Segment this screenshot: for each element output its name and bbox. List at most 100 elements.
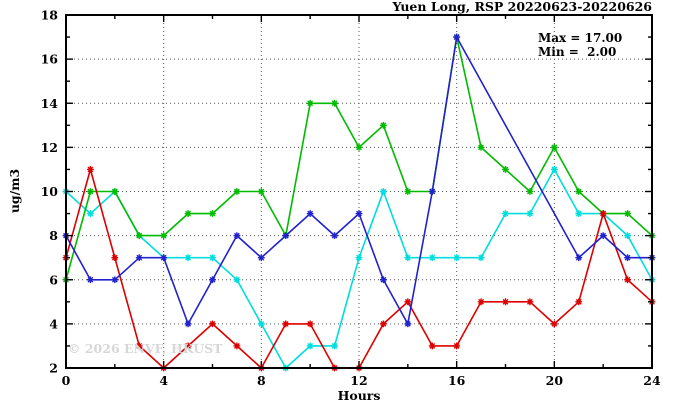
data-point-marker [624,232,631,240]
data-point-marker [575,254,583,262]
data-point-marker [135,232,143,240]
data-point-marker [306,99,314,107]
data-point-marker [550,320,558,328]
data-point-marker [380,320,387,328]
x-tick-label: 16 [448,373,466,388]
data-point-marker [306,342,314,350]
data-point-marker [184,210,192,217]
x-tick-label: 4 [159,373,168,388]
data-point-marker [209,320,216,328]
data-point-marker [233,342,241,350]
data-point-marker [575,210,583,217]
y-tick-label: 14 [41,96,59,111]
data-point-marker [404,188,412,195]
data-point-marker [380,276,387,284]
data-point-marker [87,276,94,284]
series-line [65,36,652,325]
data-point-marker [111,188,119,195]
data-point-marker [233,188,241,195]
data-point-marker [184,342,192,350]
data-point-marker [282,320,290,328]
data-point-marker [135,342,143,350]
data-point-marker [502,298,509,306]
data-point-marker [257,254,265,262]
data-point-marker [380,121,387,129]
data-point-marker [599,210,607,217]
data-point-marker [306,210,314,217]
y-tick-label: 6 [49,272,58,287]
data-point-marker [428,342,436,350]
data-point-marker [233,232,241,240]
data-point-marker [160,254,168,262]
data-point-marker [453,33,461,41]
data-point-marker [404,254,412,262]
x-tick-label: 8 [257,373,266,388]
chart-title: Yuen Long, RSP 20220623-20220626 [392,0,653,14]
data-point-marker [624,210,631,217]
data-point-marker [502,166,509,173]
y-tick-label: 12 [41,140,58,155]
data-point-marker [184,254,192,262]
data-point-marker [233,276,241,284]
data-point-marker [502,210,509,217]
data-point-marker [575,188,583,195]
y-tick-label: 4 [49,316,58,331]
data-point-marker [526,188,534,195]
data-point-marker [550,166,558,173]
data-point-marker [111,254,119,262]
y-axis-label: ug/m3 [7,169,22,213]
x-tick-label: 12 [350,373,367,388]
data-point-marker [453,342,461,350]
data-point-marker [404,298,412,306]
x-tick-label: 24 [643,373,661,388]
data-point-marker [87,210,94,217]
data-point-marker [404,320,412,328]
data-point-marker [209,254,216,262]
data-point-marker [599,232,607,240]
axes [65,14,653,369]
data-point-marker [209,276,216,284]
data-point-marker [477,143,485,151]
data-point-marker [160,232,168,240]
x-axis-label: Hours [338,388,381,403]
data-point-marker [550,143,558,151]
min-annotation: Min = 2.00 [538,45,616,59]
series-blue [62,33,656,328]
data-point-marker [624,276,631,284]
data-point-marker [331,342,338,350]
data-point-marker [282,232,290,240]
data-point-marker [355,210,363,217]
data-point-marker [87,188,94,195]
y-tick-label: 8 [49,228,58,243]
data-point-marker [87,166,94,173]
data-point-marker [111,276,119,284]
data-point-marker [477,254,485,262]
y-tick-label: 2 [49,361,58,376]
data-point-marker [453,254,461,262]
data-point-marker [209,210,216,217]
data-point-marker [355,254,363,262]
data-point-marker [184,320,192,328]
data-point-marker [526,210,534,217]
max-annotation: Max = 17.00 [538,31,622,45]
data-point-marker [306,320,314,328]
data-point-marker [135,254,143,262]
x-tick-label: 20 [546,373,564,388]
data-point-marker [331,99,338,107]
y-tick-label: 10 [41,184,59,199]
y-tick-label: 18 [41,8,59,23]
data-point-marker [477,298,485,306]
x-tick-label: 0 [62,373,71,388]
data-point-marker [355,143,363,151]
watermark: © 2026 ENVF, HKUST [68,341,223,356]
data-point-marker [575,298,583,306]
data-point-marker [380,188,387,195]
data-point-marker [526,298,534,306]
data-point-marker [428,254,436,262]
data-point-marker [624,254,631,262]
data-point-marker [428,188,436,195]
data-series [62,33,656,372]
